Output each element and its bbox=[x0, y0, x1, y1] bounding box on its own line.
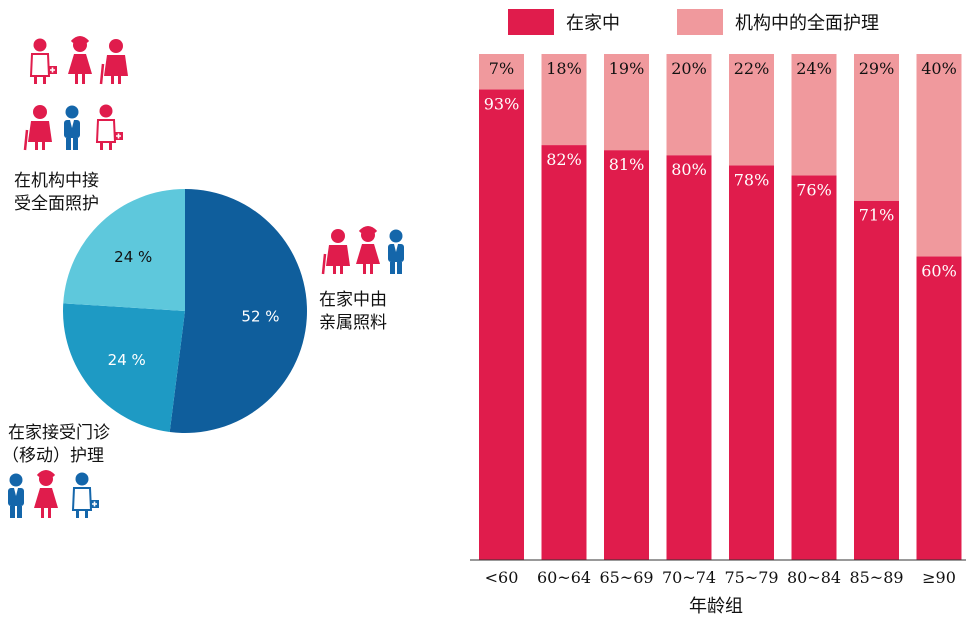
bar-home-3 bbox=[666, 155, 712, 560]
woman-figure bbox=[356, 226, 380, 274]
legend-swatch-institution bbox=[677, 9, 723, 35]
legend-label-institution: 机构中的全面护理 bbox=[735, 13, 879, 34]
bar-institution-5 bbox=[791, 54, 837, 176]
bar-home-5 bbox=[791, 175, 837, 560]
x-tick-label-2: 65~69 bbox=[599, 568, 653, 587]
elderly-with-doctor-icon bbox=[8, 470, 99, 518]
bar-institution-2 bbox=[604, 54, 649, 151]
pie-slice-family bbox=[169, 189, 308, 433]
bar-institution-1 bbox=[541, 54, 587, 146]
bar-institution-6 bbox=[854, 54, 899, 201]
nurse-figure bbox=[71, 472, 99, 518]
bar-label-home-5: 76% bbox=[796, 180, 832, 199]
woman-figure bbox=[34, 470, 58, 518]
nurse-figure bbox=[29, 38, 57, 84]
bar-institution-7 bbox=[916, 54, 962, 257]
pie-label-institution-line1: 在机构中接 bbox=[14, 171, 99, 191]
legend-swatch-home bbox=[508, 9, 554, 35]
bar-label-home-3: 80% bbox=[671, 160, 707, 179]
x-tick-label-6: 85~89 bbox=[849, 568, 903, 587]
bar-institution-0 bbox=[479, 54, 524, 90]
bar-label-home-1: 82% bbox=[546, 150, 582, 169]
elder-figure bbox=[321, 229, 350, 275]
elderly-couple-with-family-icon bbox=[321, 226, 404, 275]
x-tick-label-1: 60~64 bbox=[537, 568, 591, 587]
bar-label-home-2: 81% bbox=[609, 155, 645, 174]
nurse-figure bbox=[95, 104, 123, 150]
bar-home-0 bbox=[479, 89, 524, 561]
bar-label-institution-3: 20% bbox=[671, 59, 707, 78]
man-figure bbox=[64, 105, 80, 150]
bar-label-institution-1: 18% bbox=[546, 59, 582, 78]
legend-label-home: 在家中 bbox=[566, 13, 620, 34]
man-figure bbox=[8, 473, 24, 518]
pie-label-family: 在家中由 亲属照料 bbox=[319, 290, 387, 333]
elder-figure bbox=[99, 39, 128, 85]
pie-label-family-line2: 亲属照料 bbox=[319, 313, 387, 333]
pie-label-outpatient: 在家接受门诊 （移动）护理 bbox=[2, 423, 110, 466]
x-axis-label: 年龄组 bbox=[689, 596, 743, 617]
pie-chart: 52 % 24 % 24 % bbox=[62, 189, 308, 433]
bar-label-home-6: 71% bbox=[859, 206, 895, 225]
bar-label-home-0: 93% bbox=[484, 94, 520, 113]
bar-home-7 bbox=[916, 256, 962, 560]
pie-label-institution: 在机构中接 受全面照护 bbox=[14, 171, 99, 214]
pie-label-outpatient-line2: （移动）护理 bbox=[2, 446, 104, 466]
bar-home-1 bbox=[541, 145, 587, 560]
bar-home-4 bbox=[729, 165, 774, 560]
pie-value-outpatient: 24 % bbox=[108, 351, 146, 369]
bar-label-institution-7: 40% bbox=[921, 59, 957, 78]
bar-label-institution-4: 22% bbox=[734, 59, 770, 78]
pie-label-institution-line2: 受全面照护 bbox=[14, 194, 99, 214]
bar-label-institution-5: 24% bbox=[796, 59, 832, 78]
bar-label-institution-6: 29% bbox=[859, 59, 895, 78]
legend: 在家中 机构中的全面护理 bbox=[508, 9, 879, 35]
x-tick-label-5: 80~84 bbox=[787, 568, 841, 587]
x-tick-label-4: 75~79 bbox=[724, 568, 778, 587]
bar-home-2 bbox=[604, 150, 649, 560]
pie-label-outpatient-line1: 在家接受门诊 bbox=[8, 423, 110, 443]
pie-value-family: 52 % bbox=[241, 308, 279, 326]
bar-label-institution-0: 7% bbox=[489, 59, 514, 78]
x-tick-label-0: <60 bbox=[485, 568, 519, 587]
bar-institution-3 bbox=[666, 54, 712, 156]
bar-home-6 bbox=[854, 200, 899, 561]
x-tick-label-7: ≥90 bbox=[922, 568, 956, 587]
bar-label-home-4: 78% bbox=[734, 170, 770, 189]
pie-slice-outpatient bbox=[62, 303, 185, 433]
stacked-bar-chart: 93% 7% <60 82% 18% 60~64 81% 19% 65~69 80% 20% 70~7… bbox=[479, 54, 962, 587]
elderly-and-nurse-figures-icon bbox=[23, 36, 128, 151]
bar-label-home-7: 60% bbox=[921, 261, 957, 280]
pie-value-institution: 24 % bbox=[114, 248, 152, 266]
pie-slice-institution bbox=[63, 189, 185, 311]
elder-figure bbox=[23, 105, 52, 151]
bar-label-institution-2: 19% bbox=[609, 59, 645, 78]
bar-institution-4 bbox=[729, 54, 774, 166]
pie-label-family-line1: 在家中由 bbox=[319, 290, 387, 310]
x-tick-label-3: 70~74 bbox=[662, 568, 716, 587]
woman-figure bbox=[68, 36, 92, 84]
man-figure bbox=[388, 229, 404, 274]
